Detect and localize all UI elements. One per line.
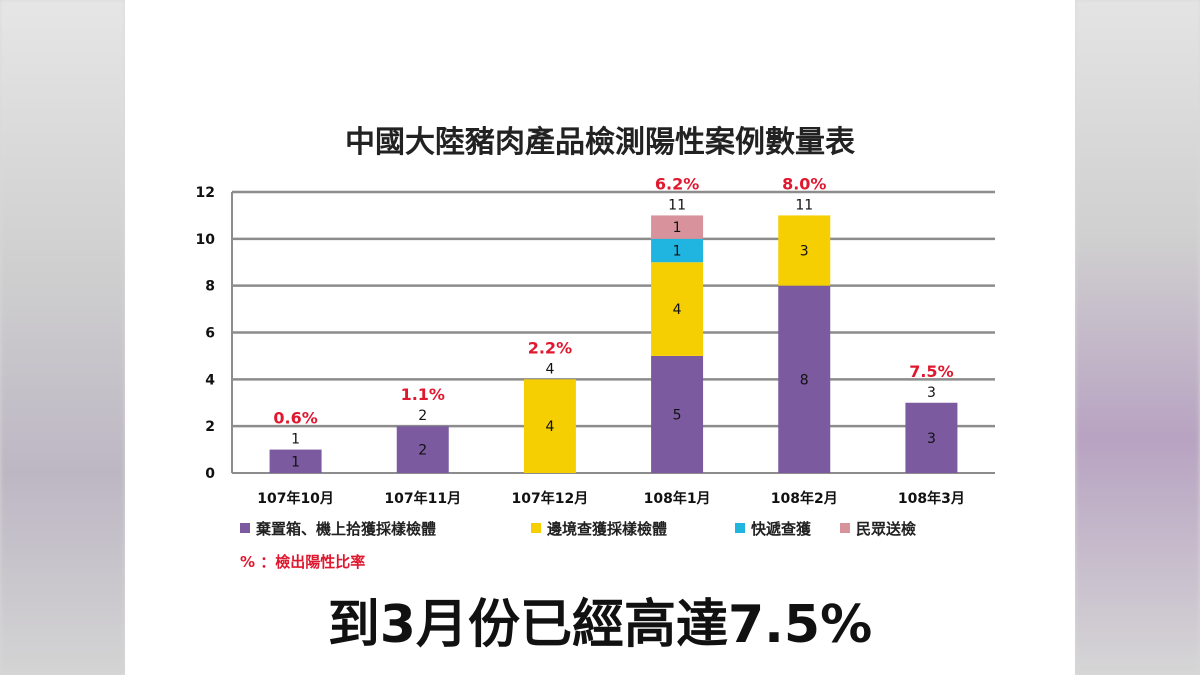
bar-segment [778, 215, 831, 286]
x-tick-label: 107年10月 [257, 490, 334, 507]
legend-label: 邊境查獲採樣檢體 [547, 520, 667, 538]
legend-swatch [840, 523, 850, 533]
segment-value-label: 3 [800, 244, 809, 260]
positive-rate-label: 8.0% [782, 174, 826, 193]
y-tick-label: 12 [196, 185, 215, 201]
segment-value-label: 5 [673, 407, 682, 423]
legend: 棄置箱、機上拾獲採樣檢體 邊境查獲採樣檢體 快遞查獲 民眾送檢 [240, 520, 916, 538]
segment-value-label: 4 [545, 419, 554, 435]
background-right [1075, 0, 1200, 675]
segment-value-label: 1 [673, 220, 682, 236]
x-tick-label: 108年3月 [898, 490, 965, 507]
bar-segment [905, 402, 958, 473]
bar-segment [778, 285, 831, 473]
y-tick-label: 0 [205, 466, 215, 482]
segment-value-label: 1 [291, 454, 300, 470]
legend-swatch [240, 523, 250, 533]
y-tick-label: 2 [205, 419, 215, 435]
segment-value-label: 1 [673, 244, 682, 260]
bars-layer [269, 215, 958, 473]
bar-segment [651, 262, 704, 356]
total-value-label: 4 [545, 361, 554, 377]
positive-rate-label: 1.1% [401, 385, 445, 404]
segment-value-label: 2 [418, 443, 427, 459]
positive-rate-note: % ：檢出陽性比率 [240, 553, 365, 571]
legend-swatch [735, 523, 745, 533]
x-tick-label: 107年12月 [512, 490, 589, 507]
segment-value-label: 3 [927, 431, 936, 447]
bar-segment [523, 379, 576, 473]
chart-title: 中國大陸豬肉產品檢測陽性案例數量表 [345, 125, 855, 160]
positive-rate-label: 2.2% [528, 338, 572, 357]
positive-rate-label: 7.5% [909, 362, 953, 381]
bar-segment [651, 215, 704, 239]
legend-label: 棄置箱、機上拾獲採樣檢體 [256, 520, 436, 538]
y-tick-label: 4 [205, 372, 215, 388]
y-tick-label: 10 [196, 232, 216, 248]
total-value-label: 1 [291, 432, 300, 448]
bar-segment [396, 426, 449, 473]
legend-label: 快遞查獲 [751, 520, 812, 538]
caption-subtitle: 到3月份已經高達7.5% [327, 595, 873, 655]
legend-label: 民眾送檢 [856, 520, 916, 538]
positive-rate-label: 0.6% [273, 409, 317, 428]
positive-rate-label: 6.2% [655, 174, 699, 193]
total-value-label: 11 [668, 197, 686, 213]
total-value-label: 3 [927, 385, 936, 401]
x-tick-label: 107年11月 [384, 490, 461, 507]
x-tick-label: 108年1月 [644, 490, 711, 507]
legend-swatch [531, 523, 541, 533]
bar-segment [651, 355, 704, 473]
background-left [0, 0, 125, 675]
segment-value-label: 4 [673, 302, 682, 318]
bar-segment [651, 238, 704, 263]
labels-layer: 110.6%107年10月221.1%107年11月442.2%107年12月5… [257, 174, 965, 507]
bar-segment [269, 449, 322, 473]
segment-value-label: 8 [800, 372, 809, 388]
y-tick-label: 8 [205, 279, 215, 295]
chart-panel [125, 0, 1075, 675]
total-value-label: 2 [418, 408, 427, 424]
x-tick-label: 108年2月 [771, 490, 838, 507]
y-tick-label: 6 [205, 326, 215, 342]
total-value-label: 11 [795, 197, 813, 213]
